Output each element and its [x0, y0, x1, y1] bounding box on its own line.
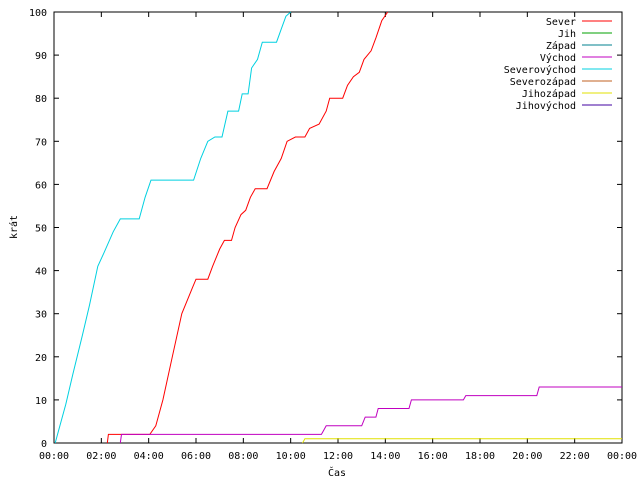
y-tick-label: 50	[35, 224, 47, 235]
y-tick-label: 10	[35, 396, 47, 407]
series-line-3	[119, 386, 622, 444]
legend-label-3: Východ	[540, 52, 576, 64]
x-tick-label: 20:00	[512, 451, 542, 462]
x-tick-label: 00:00	[39, 451, 69, 462]
x-tick-label: 22:00	[560, 451, 590, 462]
x-axis-label: Čas	[328, 466, 346, 479]
series-lines	[54, 11, 622, 444]
y-tick-label: 30	[35, 310, 47, 321]
x-tick-label: 08:00	[228, 451, 258, 462]
legend-label-6: Jihozápad	[522, 88, 576, 100]
x-tick-label: 06:00	[181, 451, 211, 462]
legend-label-1: Jih	[558, 29, 576, 40]
x-tick-label: 14:00	[370, 451, 400, 462]
x-tick-label: 00:00	[607, 451, 637, 462]
y-tick-label: 90	[35, 51, 47, 62]
legend-label-0: Sever	[546, 17, 576, 28]
y-tick-label: 80	[35, 94, 47, 105]
x-tick-label: 16:00	[418, 451, 448, 462]
y-tick-label: 100	[29, 8, 47, 19]
x-tick-label: 10:00	[276, 451, 306, 462]
legend-label-5: Severozápad	[510, 76, 576, 88]
legend-label-7: Jihovýchod	[516, 100, 576, 112]
y-tick-label: 60	[35, 180, 47, 191]
y-tick-label: 0	[41, 439, 47, 450]
series-line-4	[54, 11, 292, 444]
y-tick-label: 40	[35, 267, 47, 278]
x-tick-label: 12:00	[323, 451, 353, 462]
y-tick-label: 70	[35, 137, 47, 148]
legend-label-2: Západ	[546, 40, 576, 52]
legend: SeverJihZápadVýchodSeverovýchodSeverozáp…	[504, 17, 612, 112]
x-tick-label: 02:00	[86, 451, 116, 462]
y-axis: 0 10 20 30 40 50 60 70 80 90 100	[29, 8, 622, 450]
x-axis: 00:00 02:00 04:00 06:00 08:00 10:00 12:00 14:00…	[39, 12, 637, 462]
y-axis-label: krát	[8, 215, 20, 239]
y-tick-label: 20	[35, 353, 47, 364]
series-line-6	[302, 438, 622, 444]
legend-label-4: Severovýchod	[504, 64, 576, 76]
x-tick-label: 04:00	[134, 451, 164, 462]
series-line-0	[106, 11, 389, 444]
x-tick-label: 18:00	[465, 451, 495, 462]
